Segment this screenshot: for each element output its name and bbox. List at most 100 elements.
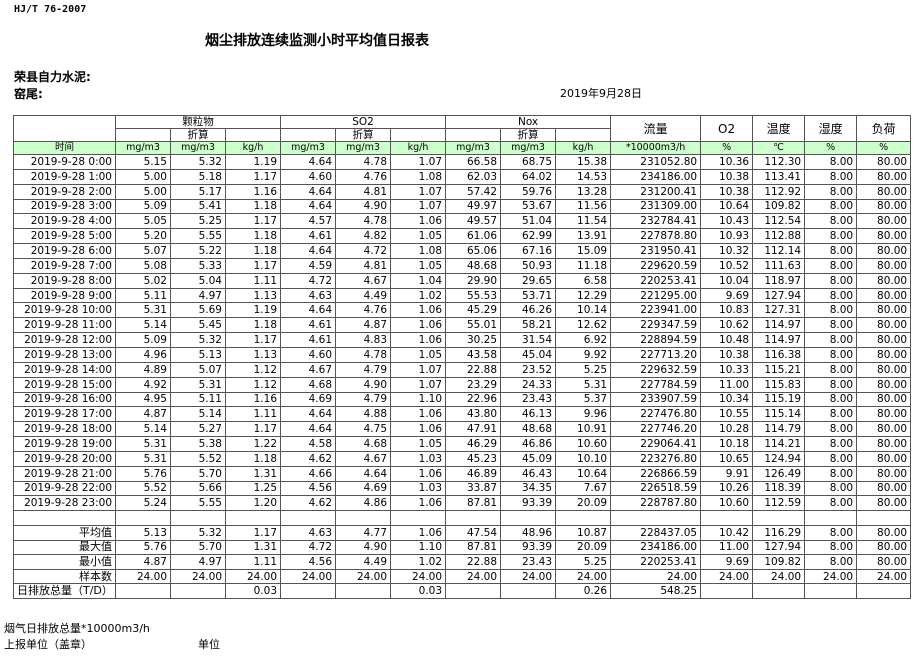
cell: 49.97 [445,198,502,215]
cell: mg/m3 [335,141,392,155]
cell: 2019-9-28 11:00 [13,317,116,334]
cell: 4.61 [280,332,337,348]
cell: 112.92 [752,183,806,200]
cell: 折算 [170,128,226,142]
cell: 5.70 [170,539,226,556]
cell: 1.07 [390,198,447,215]
cell: 1.07 [390,154,447,170]
cell: 10.04 [700,272,754,289]
cell: 548.25 [610,583,702,600]
cell: 4.68 [335,436,392,452]
cell: 227713.20 [610,346,702,363]
cell: 1.13 [224,346,282,363]
cell: 47.54 [445,525,502,541]
cell: 24.00 [555,568,612,585]
cell [500,583,557,600]
data-row: 2019-9-28 3:00 5.09 5.41 1.18 4.64 4.90 1.07 49… [13,198,912,215]
data-row: 2019-9-28 11:00 5.14 5.45 1.18 4.61 4.87 1.06 5… [13,317,912,334]
cell: 4.72 [280,272,337,289]
cell: 10.83 [700,302,754,319]
cell: 15.09 [555,243,612,259]
cell: 1.19 [224,302,282,319]
cell: 4.64 [280,198,337,215]
cell: 8.00 [804,317,858,334]
cell: 4.67 [335,272,392,289]
report-table: 颗粒物 SO2 Nox 流量 O2 温度 湿度 负荷 折算 折算 折算 时间 mg/m3 mg/m3 kg/… [13,115,912,600]
cell: 87.81 [445,539,502,556]
cell: 4.68 [280,376,337,393]
cell: 12.29 [555,287,612,304]
cell: 8.00 [804,346,858,363]
cell: 9.96 [555,406,612,423]
cell: 34.35 [500,480,557,497]
cell: 平均值 [13,525,116,541]
cell: 8.00 [804,376,858,393]
cell [500,510,557,527]
cell: 4.72 [280,539,337,556]
cell: 10.38 [700,168,754,185]
cell: 5.33 [170,257,226,274]
cell: 5.09 [115,198,171,215]
cell: 80.00 [856,436,912,452]
cell: 43.80 [445,406,502,423]
cell: 5.31 [115,436,171,452]
cell: 颗粒物 [114,115,282,129]
cell: 4.67 [335,450,392,467]
cell: 7.67 [555,480,612,497]
company: 荣县自力水泥: [14,70,91,84]
cell: mg/m3 [115,141,171,155]
summary-row: 最小值 4.87 4.97 1.11 4.56 4.49 1.02 22.88 23.43 5.2… [13,554,912,570]
data-row: 2019-9-28 19:00 5.31 5.38 1.22 4.58 4.68 1.05 4… [13,436,912,452]
cell: 46.29 [445,436,502,452]
cell: 9.69 [700,554,754,570]
cell: 8.00 [804,539,858,556]
cell: 10.14 [555,302,612,319]
cell: 5.37 [555,391,612,408]
cell: 4.63 [280,287,337,304]
cell: 折算 [500,128,557,142]
cell: 2019-9-28 19:00 [13,436,116,452]
cell: 127.94 [752,539,806,556]
cell: SO2 [280,115,447,129]
cell: 4.76 [335,302,392,319]
cell: 46.89 [445,465,502,482]
cell: 1.18 [224,198,282,215]
cell: 1.17 [224,213,282,230]
cell: 4.64 [280,183,337,200]
cell: 80.00 [856,450,912,467]
cell: 113.41 [752,168,806,185]
cell: 4.60 [280,168,337,185]
cell [445,128,502,142]
cell: 4.49 [335,287,392,304]
cell: 22.96 [445,391,502,408]
cell: 4.92 [115,376,171,393]
cell: 31.54 [500,332,557,348]
cell: 24.00 [856,568,912,585]
cell: 112.30 [752,154,806,170]
cell: 6.58 [555,272,612,289]
cell: 1.18 [224,243,282,259]
cell [280,128,337,142]
cell: 10.32 [700,243,754,259]
cell: 23.43 [500,391,557,408]
cell: 80.00 [856,554,912,570]
cell: 4.81 [335,183,392,200]
cell: 1.16 [224,183,282,200]
cell [280,583,337,600]
cell: 5.14 [170,406,226,423]
spacer-row [13,510,912,527]
data-row: 2019-9-28 18:00 5.14 5.27 1.17 4.64 4.75 1.06 4… [13,421,912,438]
cell: 127.31 [752,302,806,319]
cell: 10.52 [700,257,754,274]
cell: 5.17 [170,183,226,200]
cell: 23.52 [500,361,557,378]
cell: 2019-9-28 20:00 [13,450,116,467]
cell: 5.27 [170,421,226,438]
cell: 5.22 [170,243,226,259]
cell: 10.62 [700,317,754,334]
cell: 8.00 [804,243,858,259]
cell: 5.66 [170,480,226,497]
cell: 22.88 [445,554,502,570]
cell [804,583,858,600]
